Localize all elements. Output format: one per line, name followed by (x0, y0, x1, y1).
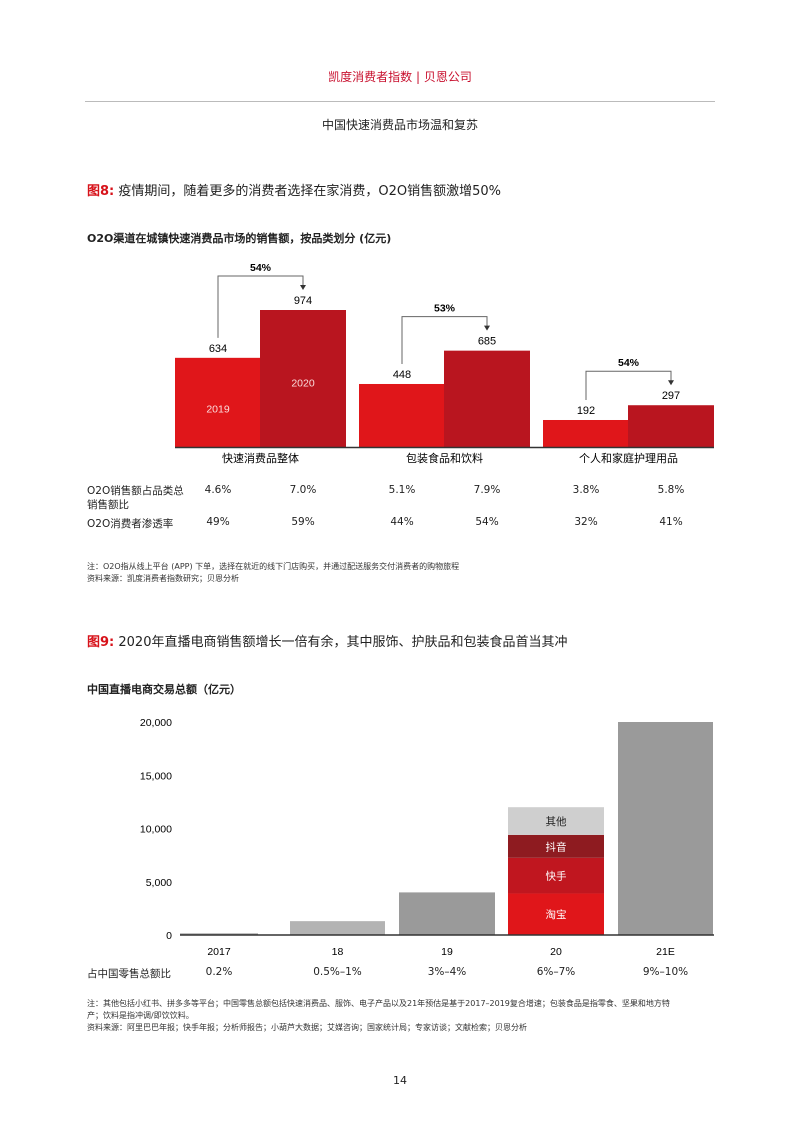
y-tick-label: 20,000 (140, 717, 172, 729)
growth-arrow (401, 316, 488, 364)
growth-arrow (217, 275, 304, 338)
table-cell: 5.8% (657, 484, 685, 496)
fig9-label: 图9: (87, 635, 115, 650)
fig9-title: 图9: 2020年直播电商销售额增长一倍有余，其中服饰、护肤品和包装食品首当其冲 (87, 631, 567, 650)
category-label: 个人和家庭护理用品 (579, 451, 678, 465)
value-label: 448 (393, 369, 411, 381)
fig8-title-text: 疫情期间，随着更多的消费者选择在家消费，O2O销售额激增50% (118, 184, 502, 199)
table-cell: 59% (291, 516, 315, 528)
segment-label: 快手 (546, 870, 567, 883)
fig9-note-1: 注：其他包括小红书、拼多多等平台；中国零售总额包括快速消费品、服饰、电子产品以及… (87, 999, 670, 1008)
segment-label: 淘宝 (546, 908, 567, 921)
bar-2019 (175, 357, 261, 447)
x-tick-label: 18 (332, 946, 344, 958)
fig8-title: 图8: 疫情期间，随着更多的消费者选择在家消费，O2O销售额激增50% (87, 180, 501, 199)
growth-label: 54% (250, 262, 272, 274)
table-cell: 7.0% (289, 484, 317, 496)
growth-label: 54% (618, 357, 640, 369)
value-label: 297 (662, 390, 680, 402)
y-tick-label: 0 (166, 930, 172, 942)
fig8-label: 图8: (87, 184, 115, 199)
bar-2020 (628, 405, 714, 447)
stack-segment-快手 (508, 857, 604, 894)
fig9-source: 资料来源：阿里巴巴年报；快手年报；分析师报告；小葫芦大数据；艾媒咨询；国家统计局… (87, 1023, 527, 1032)
value-label: 192 (577, 405, 595, 417)
x-tick-label: 19 (441, 946, 453, 958)
segment-label: 抖音 (546, 840, 567, 853)
table-cell: 32% (574, 516, 598, 528)
section-subtitle: 中国快速消费品市场温和复苏 (321, 118, 478, 132)
growth-label: 53% (434, 303, 456, 315)
row-label-retail-share: 占中国零售总额比 (87, 968, 171, 980)
fig8-chart-title: O2O渠道在城镇快速消费品市场的销售额，按品类划分 (亿元) (87, 232, 392, 245)
table-cell: 49% (206, 516, 230, 528)
fig9-title-text: 2020年直播电商销售额增长一倍有余，其中服饰、护肤品和包装食品首当其冲 (118, 635, 568, 650)
table-cell: 9%–10% (642, 966, 689, 978)
x-tick-label: 20 (550, 946, 562, 958)
arrow-head-icon (300, 285, 306, 290)
table-cell: 41% (659, 516, 683, 528)
y-tick-label: 5,000 (146, 877, 172, 889)
x-tick-label: 21E (656, 946, 675, 958)
stack-segment-抖音 (508, 834, 604, 858)
table-cell: 6%–7% (536, 966, 576, 978)
bar-18 (290, 921, 385, 935)
table-cell: 0.2% (205, 966, 233, 978)
table-cell: 7.9% (473, 484, 501, 496)
row-label-share: O2O销售额占品类总销售额比 (87, 485, 184, 511)
y-tick-label: 15,000 (140, 770, 172, 782)
bar-2019 (543, 419, 629, 447)
bar-21E (618, 722, 713, 935)
fig8-chart: 634 974 54% 快速消费品整体 2019 2020 448 685 53% 包装食品和饮料… (175, 262, 714, 465)
arrow-head-icon (668, 380, 674, 386)
table-cell: 3.8% (572, 484, 600, 496)
table-cell: 44% (390, 516, 414, 528)
stack-segment-淘宝 (508, 893, 604, 935)
value-label: 634 (209, 343, 227, 355)
table-cell: 0.5%–1% (313, 966, 362, 978)
legend-2020: 2020 (291, 378, 315, 390)
arrow-head-icon (484, 325, 490, 331)
table-cell: 5.1% (388, 484, 416, 496)
page-number: 14 (393, 1074, 407, 1087)
stack-segment-其他 (508, 807, 604, 835)
table-cell: 4.6% (204, 484, 232, 496)
fig8-source: 资料来源：凯度消费者指数研究；贝恩分析 (87, 574, 239, 583)
category-label: 包装食品和饮料 (406, 451, 483, 465)
value-label: 685 (478, 336, 496, 348)
growth-arrow (585, 370, 672, 400)
fig9-note-2: 产；饮料是指冲调/即饮饮料。 (87, 1011, 194, 1020)
bar-2019 (359, 383, 445, 447)
header-divider (85, 101, 715, 102)
segment-label: 其他 (546, 815, 567, 828)
category-label: 快速消费品整体 (222, 451, 299, 465)
bar-2020 (444, 350, 530, 447)
row-label-penetration: O2O消费者渗透率 (87, 518, 174, 530)
bar-19 (399, 892, 495, 935)
y-tick-label: 10,000 (140, 824, 172, 836)
header-title: 凯度消费者指数 | 贝恩公司 (328, 70, 472, 84)
bar-2017 (180, 933, 258, 935)
bar-2020 (260, 310, 346, 447)
fig9-chart-title: 中国直播电商交易总额（亿元） (87, 683, 241, 696)
x-tick-label: 2017 (207, 946, 231, 958)
value-label: 974 (294, 295, 312, 307)
legend-2019: 2019 (206, 403, 230, 415)
fig9-chart: 0 5,000 10,000 15,000 20,000 2017 18 19 淘宝 快手 抖音 其他… (140, 717, 714, 958)
fig8-note: 注：O2O指从线上平台 (APP) 下单，选择在就近的线下门店购买，并通过配送服… (87, 562, 460, 571)
table-cell: 54% (475, 516, 499, 528)
table-cell: 3%–4% (427, 966, 467, 978)
